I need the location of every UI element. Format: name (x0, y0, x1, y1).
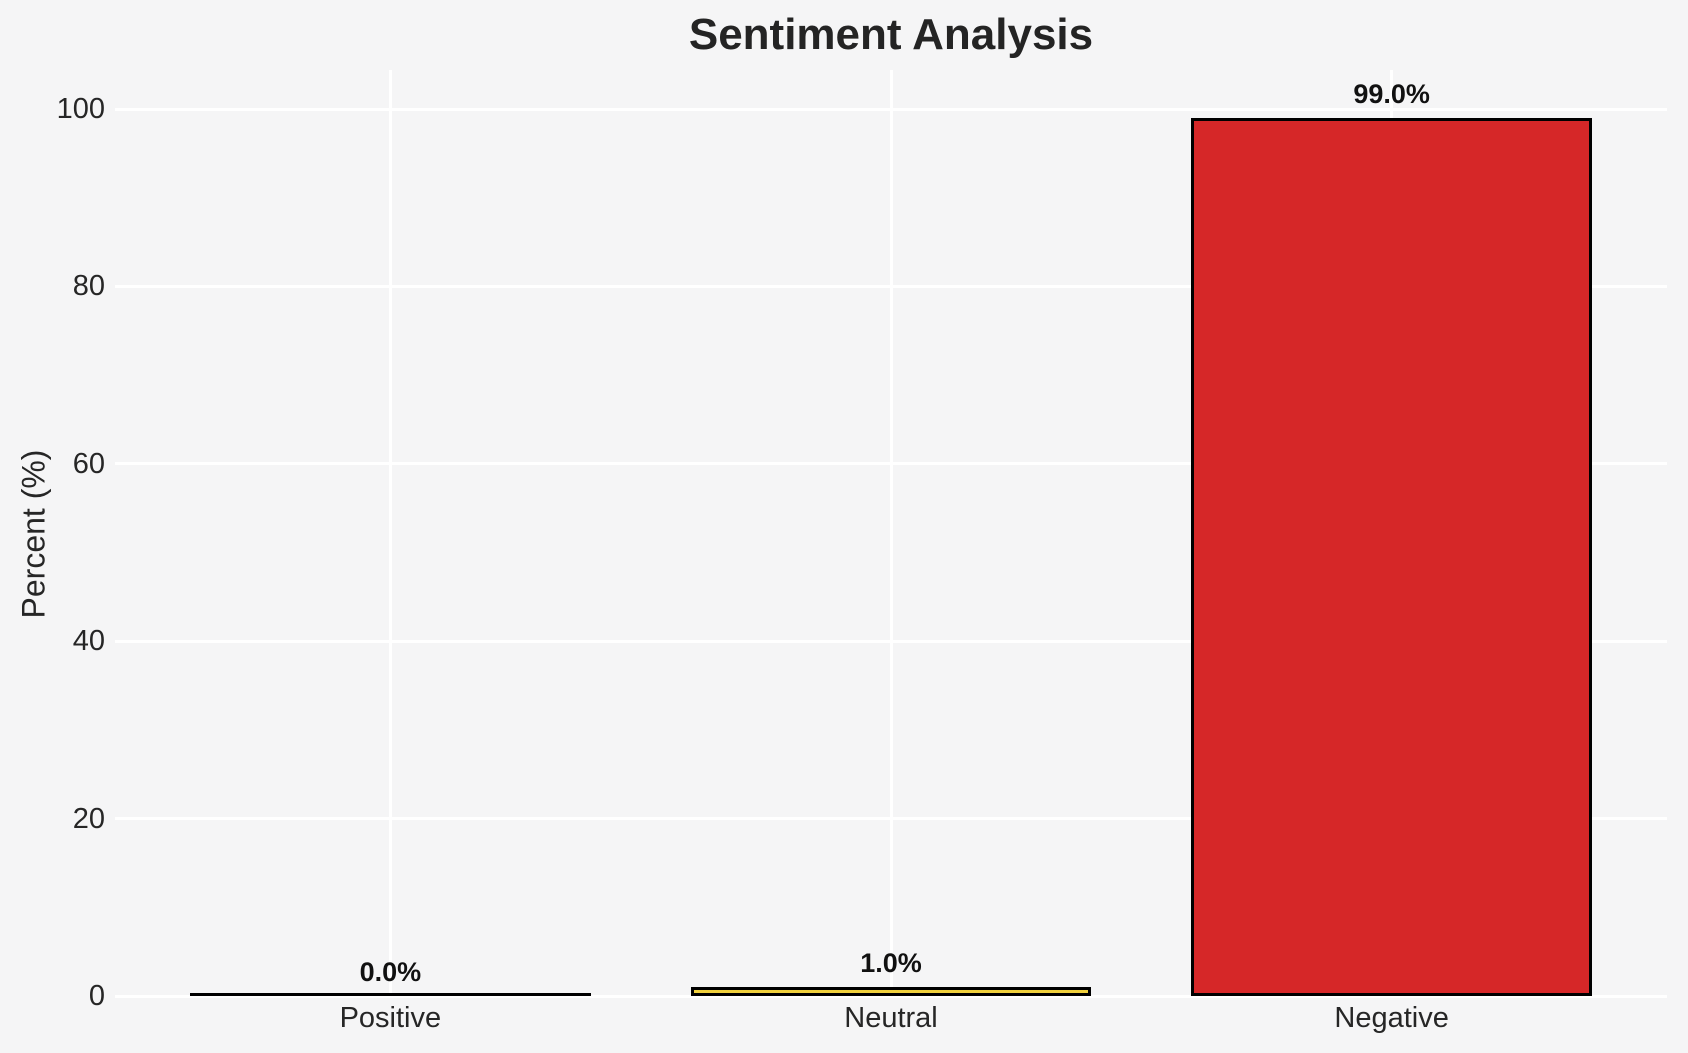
xtick-label-negative: Negative (1334, 1002, 1449, 1034)
bar-value-label-negative: 99.0% (1353, 78, 1430, 109)
gridline-y-40 (115, 639, 1667, 643)
gridline-y-100 (115, 107, 1667, 111)
bar-value-label-positive: 0.0% (359, 956, 422, 987)
chart-title: Sentiment Analysis (688, 10, 1094, 59)
bar-neutral (690, 987, 1092, 996)
bar-value-label-neutral: 1.0% (860, 948, 922, 979)
bar-positive (190, 993, 591, 996)
gridline-y-80 (115, 284, 1667, 288)
gridline-x-positive (388, 70, 392, 996)
gridline-y-60 (115, 462, 1667, 466)
gridline-x-neutral (889, 70, 893, 996)
plot-area: 0.0% 1.0% 99.0% (115, 70, 1667, 998)
gridline-y-0 (115, 994, 1667, 998)
bar-negative (1191, 117, 1592, 996)
ytick-label-60: 60 (72, 447, 105, 480)
ytick-label-80: 80 (72, 270, 105, 303)
gridline-y-20 (115, 817, 1667, 821)
xtick-label-positive: Positive (339, 1002, 442, 1034)
ytick-label-0: 0 (88, 980, 105, 1012)
xtick-label-neutral: Neutral (844, 1002, 938, 1034)
ytick-label-100: 100 (56, 93, 105, 126)
ytick-label-40: 40 (72, 625, 105, 658)
ytick-label-20: 20 (72, 802, 105, 835)
